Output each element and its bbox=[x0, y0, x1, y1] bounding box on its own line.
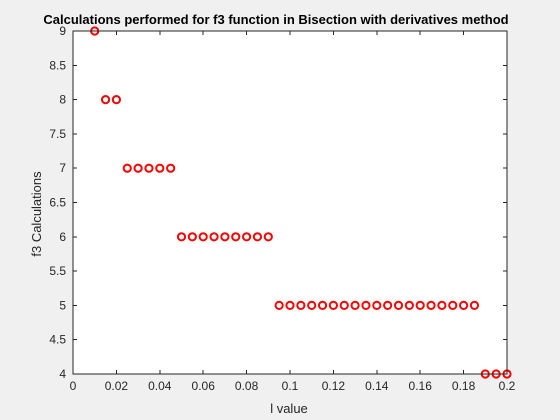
x-tick-label: 0.12 bbox=[322, 379, 346, 393]
axes-background bbox=[73, 31, 507, 374]
data-point bbox=[252, 232, 263, 242]
x-tick-label: 0 bbox=[70, 379, 77, 393]
data-point bbox=[198, 232, 208, 242]
data-point bbox=[426, 300, 436, 310]
data-points bbox=[90, 26, 512, 379]
data-point bbox=[317, 300, 328, 310]
y-axis-ticks: 4 4.5 5 5.5 6 6.5 7 7.5 8 8.5 9 bbox=[49, 24, 507, 381]
y-tick-label: 4 bbox=[59, 367, 66, 381]
data-point bbox=[448, 300, 458, 310]
y-tick-label: 8.5 bbox=[49, 58, 66, 72]
x-tick-label: 0.06 bbox=[192, 379, 216, 393]
data-point bbox=[187, 232, 197, 242]
data-point bbox=[242, 232, 252, 242]
y-tick-label: 4.5 bbox=[49, 333, 66, 347]
y-axis-label: f3 Calculations bbox=[29, 171, 44, 257]
data-point bbox=[296, 300, 306, 310]
x-tick-label: 0.2 bbox=[499, 379, 516, 393]
y-tick-label: 5.5 bbox=[49, 264, 66, 278]
chart-title: Calculations performed for f3 function i… bbox=[43, 12, 508, 27]
data-point bbox=[469, 300, 480, 310]
y-tick-label: 6 bbox=[59, 230, 66, 244]
data-point bbox=[166, 163, 176, 173]
x-tick-label: 0.08 bbox=[235, 379, 259, 393]
data-point bbox=[209, 232, 219, 242]
y-tick-label: 6.5 bbox=[49, 196, 66, 210]
data-point bbox=[133, 163, 143, 173]
data-point bbox=[404, 300, 414, 310]
y-tick-label: 8 bbox=[59, 93, 66, 107]
data-point bbox=[100, 95, 111, 105]
x-tick-label: 0.16 bbox=[409, 379, 433, 393]
data-point bbox=[122, 163, 132, 173]
y-tick-label: 5 bbox=[59, 298, 66, 312]
x-axis-ticks: 0 0.02 0.04 0.06 0.08 0.1 0.12 0.14 0.16 0.18 0.2 bbox=[70, 31, 516, 393]
data-point bbox=[437, 300, 447, 310]
data-point bbox=[339, 300, 349, 310]
data-point bbox=[111, 95, 122, 105]
x-tick-label: 0.14 bbox=[365, 379, 389, 393]
x-tick-label: 0.02 bbox=[105, 379, 129, 393]
data-point bbox=[361, 300, 371, 310]
y-tick-label: 7 bbox=[59, 161, 66, 175]
data-point bbox=[263, 232, 273, 242]
data-point bbox=[144, 163, 154, 173]
y-tick-label: 9 bbox=[59, 24, 66, 38]
data-point bbox=[415, 300, 425, 310]
data-point bbox=[328, 300, 338, 310]
data-point bbox=[155, 163, 165, 173]
data-point bbox=[307, 300, 317, 310]
data-point bbox=[350, 300, 360, 310]
data-point bbox=[459, 300, 469, 310]
data-point bbox=[393, 300, 404, 310]
data-point bbox=[274, 300, 284, 310]
data-point bbox=[383, 300, 393, 310]
data-point bbox=[176, 232, 187, 242]
data-point bbox=[372, 300, 382, 310]
x-axis-label: l value bbox=[270, 401, 308, 416]
x-tick-label: 0.04 bbox=[148, 379, 172, 393]
y-tick-label: 7.5 bbox=[49, 127, 66, 141]
x-tick-label: 0.18 bbox=[452, 379, 476, 393]
data-point bbox=[285, 300, 295, 310]
x-tick-label: 0.1 bbox=[282, 379, 299, 393]
data-point bbox=[231, 232, 241, 242]
data-point bbox=[220, 232, 230, 242]
